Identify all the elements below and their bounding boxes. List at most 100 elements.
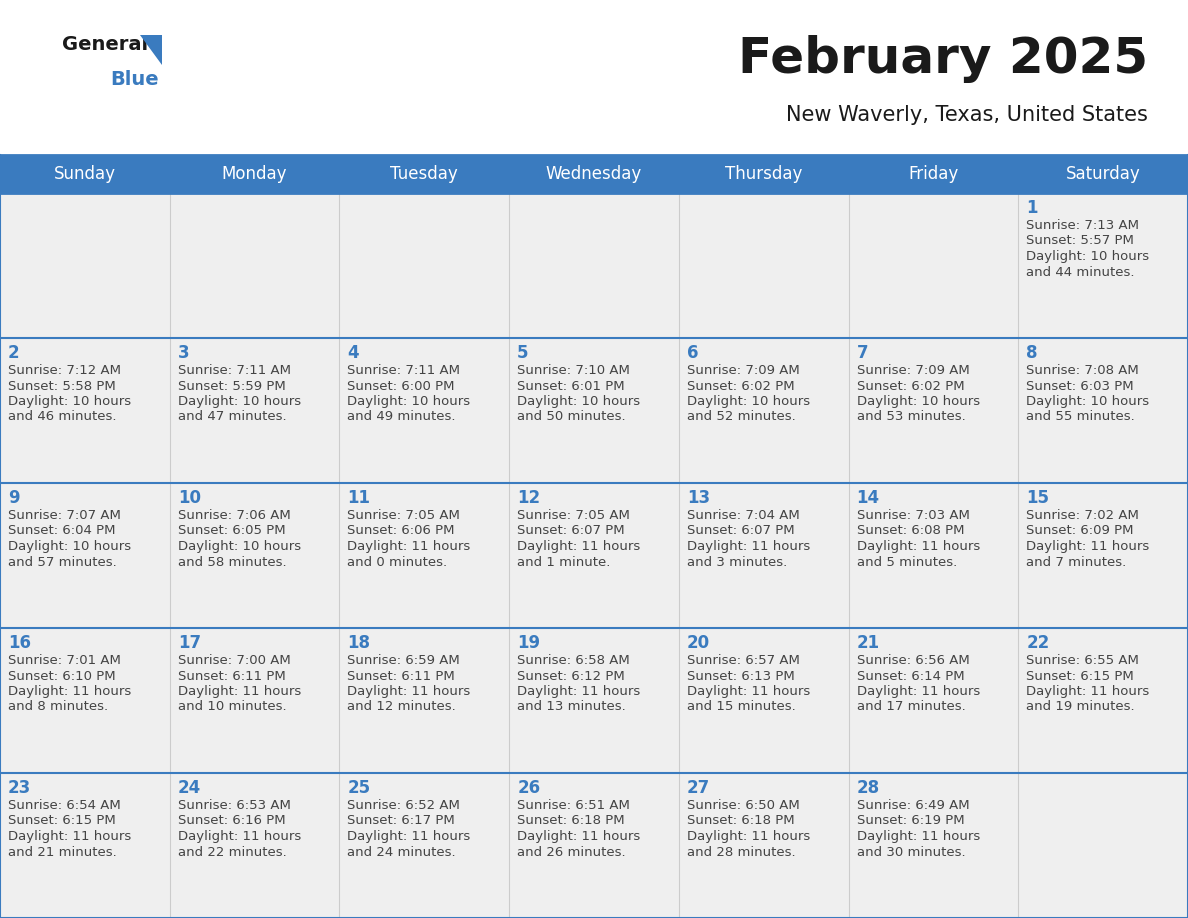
Text: Sunset: 6:02 PM: Sunset: 6:02 PM bbox=[687, 379, 795, 393]
Text: and 7 minutes.: and 7 minutes. bbox=[1026, 555, 1126, 568]
Bar bbox=[0, 193, 170, 338]
Text: Sunset: 6:17 PM: Sunset: 6:17 PM bbox=[347, 814, 455, 827]
Text: Sunrise: 6:50 AM: Sunrise: 6:50 AM bbox=[687, 799, 800, 812]
Bar bbox=[678, 628, 848, 773]
Text: Sunrise: 6:58 AM: Sunrise: 6:58 AM bbox=[517, 654, 630, 667]
Text: Sunset: 6:05 PM: Sunset: 6:05 PM bbox=[178, 524, 285, 538]
Text: Sunset: 6:14 PM: Sunset: 6:14 PM bbox=[857, 669, 965, 682]
Text: Sunrise: 7:02 AM: Sunrise: 7:02 AM bbox=[1026, 509, 1139, 522]
Text: Sunrise: 7:04 AM: Sunrise: 7:04 AM bbox=[687, 509, 800, 522]
Text: Daylight: 11 hours: Daylight: 11 hours bbox=[517, 540, 640, 553]
Text: Sunrise: 6:59 AM: Sunrise: 6:59 AM bbox=[347, 654, 460, 667]
Text: Sunrise: 6:49 AM: Sunrise: 6:49 AM bbox=[857, 799, 969, 812]
Text: Sunrise: 6:53 AM: Sunrise: 6:53 AM bbox=[178, 799, 291, 812]
Text: and 21 minutes.: and 21 minutes. bbox=[8, 845, 116, 858]
Text: and 24 minutes.: and 24 minutes. bbox=[347, 845, 456, 858]
Bar bbox=[1018, 628, 1188, 773]
Text: Daylight: 11 hours: Daylight: 11 hours bbox=[517, 830, 640, 843]
Text: Sunrise: 7:11 AM: Sunrise: 7:11 AM bbox=[178, 364, 291, 377]
Text: Sunset: 6:00 PM: Sunset: 6:00 PM bbox=[347, 379, 455, 393]
Text: 12: 12 bbox=[517, 489, 541, 507]
Text: Daylight: 11 hours: Daylight: 11 hours bbox=[857, 540, 980, 553]
Bar bbox=[848, 483, 1018, 628]
Text: Daylight: 11 hours: Daylight: 11 hours bbox=[1026, 685, 1150, 698]
Text: Daylight: 10 hours: Daylight: 10 hours bbox=[687, 395, 810, 408]
Text: and 8 minutes.: and 8 minutes. bbox=[8, 700, 108, 713]
Text: and 52 minutes.: and 52 minutes. bbox=[687, 410, 796, 423]
Text: Sunrise: 7:07 AM: Sunrise: 7:07 AM bbox=[8, 509, 121, 522]
Text: 27: 27 bbox=[687, 779, 710, 797]
Text: and 10 minutes.: and 10 minutes. bbox=[178, 700, 286, 713]
Text: Sunset: 6:07 PM: Sunset: 6:07 PM bbox=[687, 524, 795, 538]
Text: and 1 minute.: and 1 minute. bbox=[517, 555, 611, 568]
Text: and 15 minutes.: and 15 minutes. bbox=[687, 700, 796, 713]
Text: Sunrise: 7:05 AM: Sunrise: 7:05 AM bbox=[517, 509, 630, 522]
Text: and 57 minutes.: and 57 minutes. bbox=[8, 555, 116, 568]
Text: and 53 minutes.: and 53 minutes. bbox=[857, 410, 966, 423]
Text: 24: 24 bbox=[178, 779, 201, 797]
Bar bbox=[170, 483, 340, 628]
Text: Sunrise: 6:52 AM: Sunrise: 6:52 AM bbox=[347, 799, 460, 812]
Text: and 22 minutes.: and 22 minutes. bbox=[178, 845, 286, 858]
Text: Daylight: 11 hours: Daylight: 11 hours bbox=[857, 830, 980, 843]
Text: Blue: Blue bbox=[110, 70, 159, 89]
Text: 19: 19 bbox=[517, 634, 541, 652]
Text: Sunset: 6:07 PM: Sunset: 6:07 PM bbox=[517, 524, 625, 538]
Text: Sunrise: 7:13 AM: Sunrise: 7:13 AM bbox=[1026, 219, 1139, 232]
Text: Sunrise: 6:51 AM: Sunrise: 6:51 AM bbox=[517, 799, 630, 812]
Text: Daylight: 10 hours: Daylight: 10 hours bbox=[178, 540, 301, 553]
Bar bbox=[848, 338, 1018, 483]
Text: Daylight: 11 hours: Daylight: 11 hours bbox=[347, 830, 470, 843]
Bar bbox=[848, 773, 1018, 918]
Bar bbox=[340, 483, 510, 628]
Text: and 26 minutes.: and 26 minutes. bbox=[517, 845, 626, 858]
Text: Sunrise: 7:00 AM: Sunrise: 7:00 AM bbox=[178, 654, 290, 667]
Bar bbox=[0, 628, 170, 773]
Text: 1: 1 bbox=[1026, 199, 1038, 217]
Text: Sunset: 6:04 PM: Sunset: 6:04 PM bbox=[8, 524, 115, 538]
Text: and 49 minutes.: and 49 minutes. bbox=[347, 410, 456, 423]
Text: Daylight: 11 hours: Daylight: 11 hours bbox=[687, 830, 810, 843]
Text: Daylight: 11 hours: Daylight: 11 hours bbox=[1026, 540, 1150, 553]
Text: 18: 18 bbox=[347, 634, 371, 652]
Bar bbox=[678, 773, 848, 918]
Text: General: General bbox=[62, 35, 148, 54]
Bar bbox=[848, 193, 1018, 338]
Text: Daylight: 10 hours: Daylight: 10 hours bbox=[8, 395, 131, 408]
Text: Sunset: 6:13 PM: Sunset: 6:13 PM bbox=[687, 669, 795, 682]
Text: 4: 4 bbox=[347, 344, 359, 362]
Bar bbox=[510, 773, 678, 918]
Text: 23: 23 bbox=[8, 779, 31, 797]
Polygon shape bbox=[140, 35, 162, 65]
Text: and 47 minutes.: and 47 minutes. bbox=[178, 410, 286, 423]
Text: Sunrise: 7:01 AM: Sunrise: 7:01 AM bbox=[8, 654, 121, 667]
Text: Daylight: 11 hours: Daylight: 11 hours bbox=[687, 685, 810, 698]
Text: Wednesday: Wednesday bbox=[545, 165, 643, 183]
Bar bbox=[1018, 483, 1188, 628]
Text: Sunrise: 7:06 AM: Sunrise: 7:06 AM bbox=[178, 509, 290, 522]
Text: Tuesday: Tuesday bbox=[391, 165, 459, 183]
Text: 6: 6 bbox=[687, 344, 699, 362]
Text: Daylight: 10 hours: Daylight: 10 hours bbox=[517, 395, 640, 408]
Text: Daylight: 11 hours: Daylight: 11 hours bbox=[687, 540, 810, 553]
Bar bbox=[678, 483, 848, 628]
Text: Sunset: 6:08 PM: Sunset: 6:08 PM bbox=[857, 524, 965, 538]
Text: 11: 11 bbox=[347, 489, 371, 507]
Text: 15: 15 bbox=[1026, 489, 1049, 507]
Bar bbox=[1018, 338, 1188, 483]
Text: Daylight: 11 hours: Daylight: 11 hours bbox=[178, 685, 301, 698]
Text: Daylight: 11 hours: Daylight: 11 hours bbox=[517, 685, 640, 698]
Text: Daylight: 11 hours: Daylight: 11 hours bbox=[347, 540, 470, 553]
Text: 21: 21 bbox=[857, 634, 879, 652]
Text: and 28 minutes.: and 28 minutes. bbox=[687, 845, 796, 858]
Text: Sunset: 6:10 PM: Sunset: 6:10 PM bbox=[8, 669, 115, 682]
Text: Sunrise: 6:54 AM: Sunrise: 6:54 AM bbox=[8, 799, 121, 812]
Text: 26: 26 bbox=[517, 779, 541, 797]
Bar bbox=[170, 338, 340, 483]
Text: 28: 28 bbox=[857, 779, 879, 797]
Text: Daylight: 11 hours: Daylight: 11 hours bbox=[857, 685, 980, 698]
Text: Sunset: 6:03 PM: Sunset: 6:03 PM bbox=[1026, 379, 1133, 393]
Text: Sunset: 5:58 PM: Sunset: 5:58 PM bbox=[8, 379, 115, 393]
Text: and 5 minutes.: and 5 minutes. bbox=[857, 555, 956, 568]
Text: and 17 minutes.: and 17 minutes. bbox=[857, 700, 966, 713]
